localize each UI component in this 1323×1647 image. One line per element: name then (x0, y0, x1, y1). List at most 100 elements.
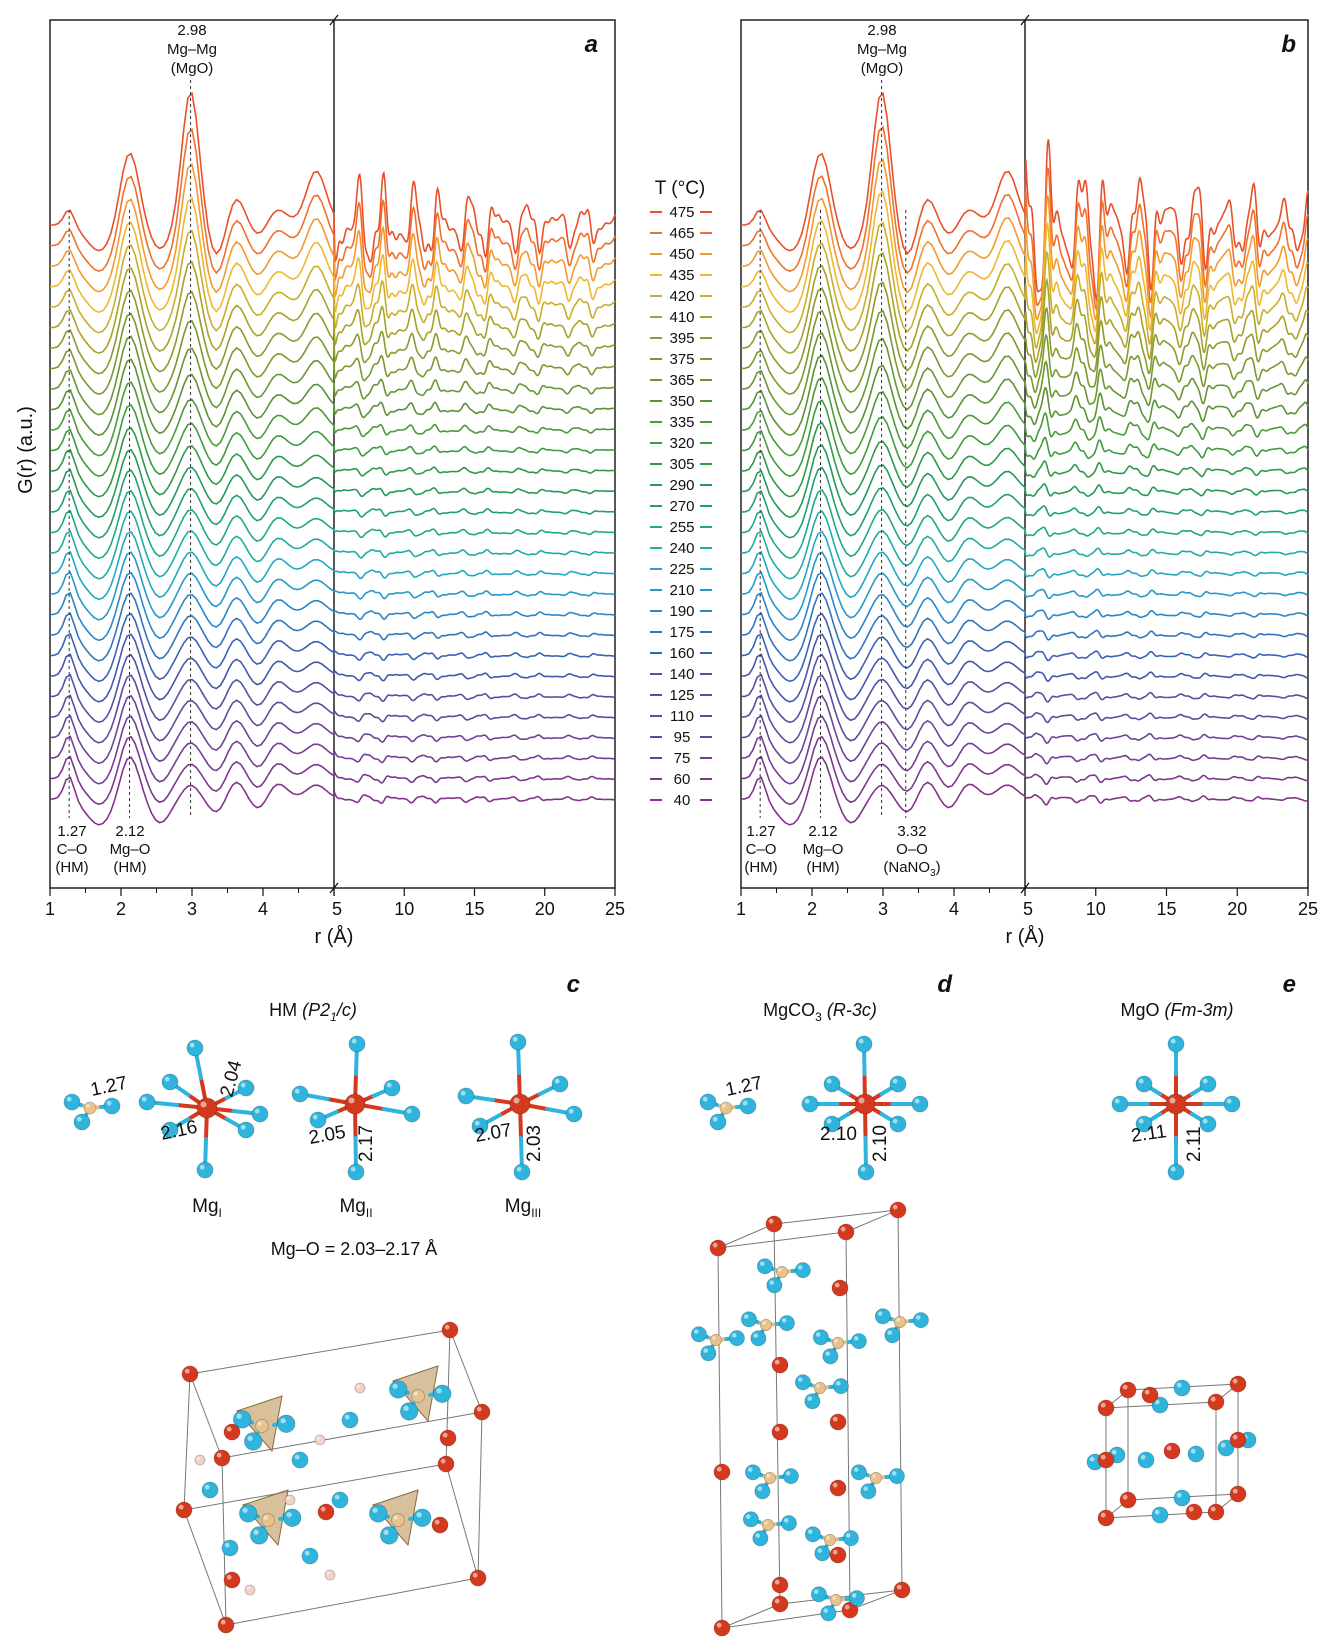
gr-curve-95 (49, 694, 616, 765)
temperature-legend: T (°C) 475 465 450 435 420 410 395 375 365 350 335… (650, 178, 712, 809)
gr-curve-435 (740, 190, 1309, 335)
gr-curve-335 (49, 381, 616, 457)
gr-curve-95 (740, 694, 1309, 765)
legend-label: 420 (669, 288, 694, 305)
gr-curve-255 (740, 488, 1309, 560)
panel-a-peak-guides (68, 80, 192, 818)
gr-curve-365 (49, 335, 615, 416)
panel-a-ann1-phase: (HM) (55, 859, 88, 876)
panel-b-ann2-phase: (HM) (806, 859, 839, 876)
legend-label: 95 (674, 729, 691, 746)
legend-label: 305 (669, 456, 694, 473)
mgco3-bond-down: 2.10 (870, 1125, 891, 1162)
legend-label: 75 (674, 750, 691, 767)
legend-items: 475 465 450 435 420 410 395 375 365 350 335 320 305 2… (650, 204, 712, 809)
panel-b-x-ticks: 1 2 3 4 5 10 15 20 25 (736, 14, 1318, 919)
panel-b-ann1-value: 1.27 (746, 823, 775, 840)
legend-label: 475 (669, 204, 694, 221)
x-tick-label: 25 (605, 899, 625, 919)
mg1-bond-left: 2.16 (159, 1117, 200, 1145)
panel-a-x-label: r (Å) (315, 925, 354, 948)
gr-curve-450 (49, 163, 616, 298)
panel-a-ann2-value: 2.12 (115, 823, 144, 840)
panel-a-label: a (585, 31, 598, 58)
panel-a-ann2-phase: (HM) (113, 859, 146, 876)
gr-curve-475 (49, 91, 616, 263)
legend-label: 190 (669, 603, 694, 620)
x-tick-label: 3 (878, 899, 888, 919)
panel-a-top-annotation-value: 2.98 (177, 22, 206, 39)
panel-b-ann2-value: 2.12 (808, 823, 837, 840)
legend-label: 210 (669, 582, 694, 599)
x-tick-label: 5 (1023, 899, 1033, 919)
legend-label: 110 (670, 708, 694, 725)
legend-label: 175 (669, 624, 694, 641)
gr-curve-255 (49, 489, 616, 560)
gr-curve-140 (49, 633, 616, 703)
mgco3-bond-left: 2.10 (820, 1124, 857, 1145)
gr-curve-140 (740, 633, 1309, 703)
gr-curve-225 (49, 530, 616, 601)
gr-curve-110 (740, 674, 1309, 744)
x-tick-label: 5 (332, 899, 342, 919)
gr-curve-240 (740, 510, 1309, 580)
panel-b-top-annotation-pair: Mg–Mg (857, 41, 907, 58)
gr-curve-320 (740, 399, 1309, 478)
panel-b: b 1 2 3 4 5 10 15 20 25 r (Å) 2.98 Mg–Mg (MgO) 1… (736, 14, 1318, 948)
x-tick-label: 4 (258, 899, 268, 919)
gr-curve-40 (740, 756, 1309, 826)
mgo-bond-down: 2.11 (1184, 1126, 1205, 1162)
co-bond-length-mgco3: 1.27 (724, 1073, 765, 1101)
x-tick-label: 4 (949, 899, 959, 919)
gr-curve-190 (740, 571, 1309, 642)
gr-curve-465 (49, 128, 616, 282)
hm-unit-cell (175, 1321, 491, 1634)
panel-b-top-annotation-value: 2.98 (867, 22, 896, 39)
co-bond-length-hm: 1.27 (89, 1073, 130, 1101)
panel-a-ann2-pair: Mg–O (110, 841, 151, 858)
legend-label: 365 (669, 372, 694, 389)
x-tick-label: 25 (1298, 899, 1318, 919)
gr-curve-60 (49, 735, 616, 806)
legend-label: 225 (669, 561, 694, 578)
legend-label: 270 (669, 498, 694, 515)
panel-d-title: MgCO3 (R-3c) (763, 1000, 877, 1024)
gr-curve-395 (740, 281, 1309, 379)
gr-curve-125 (740, 653, 1309, 724)
panel-b-curves (740, 91, 1309, 826)
panel-b-top-annotation-phase: (MgO) (861, 60, 904, 77)
gr-curve-40 (49, 756, 615, 826)
gr-curve-190 (49, 571, 616, 642)
panel-a-ann1-value: 1.27 (57, 823, 86, 840)
mgco3-unit-cell (690, 1201, 929, 1637)
gr-curve-320 (49, 403, 616, 478)
legend-label: 410 (669, 309, 694, 326)
x-tick-label: 3 (187, 899, 197, 919)
panel-a-curves (49, 91, 616, 826)
gr-curve-395 (49, 289, 616, 375)
mg3-site-label: MgIII (505, 1196, 541, 1220)
panel-c-title: HM (P21/c) (269, 1000, 357, 1024)
panel-c-coordination-models (63, 1033, 583, 1181)
gr-curve-335 (740, 376, 1309, 457)
gr-curve-210 (49, 551, 616, 621)
gr-curve-375 (740, 309, 1309, 396)
panel-a: a 1 2 3 4 5 10 15 20 25 r (Å) 2.98 Mg–Mg (MgO) 1… (45, 14, 625, 948)
legend-label: 40 (674, 792, 691, 809)
panel-a-top-annotation-phase: (MgO) (171, 60, 214, 77)
gr-curve-410 (740, 251, 1309, 364)
panel-b-ann1-pair: C–O (746, 841, 777, 858)
gr-curve-175 (740, 592, 1309, 662)
panel-d-label: d (937, 971, 953, 998)
gr-curve-305 (49, 426, 616, 498)
panel-b-ann2-pair: Mg–O (803, 841, 844, 858)
x-tick-label: 10 (1086, 899, 1106, 919)
legend-label: 255 (669, 519, 694, 536)
gr-curve-210 (740, 551, 1309, 621)
panel-e: e MgO (Fm-3m) 2.11 2.11 (1086, 971, 1296, 1527)
legend-label: 60 (674, 771, 691, 788)
gr-curve-375 (49, 312, 615, 396)
x-tick-label: 1 (45, 899, 55, 919)
x-tick-label: 10 (394, 899, 414, 919)
